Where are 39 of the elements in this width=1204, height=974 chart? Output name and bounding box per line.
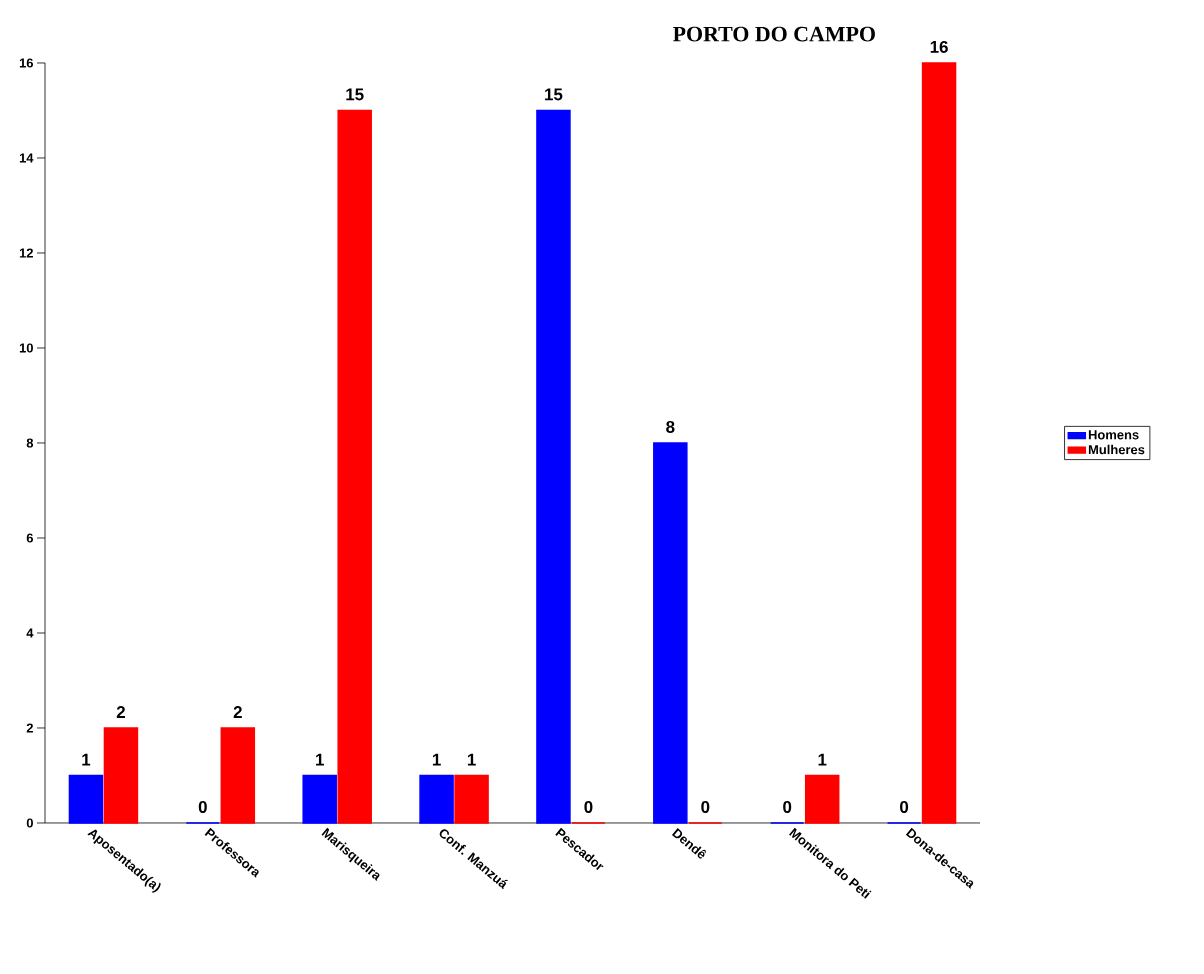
data-label: 1 <box>316 753 324 766</box>
data-label: 0 <box>701 800 710 813</box>
bar <box>337 109 372 824</box>
data-label: 0 <box>900 800 909 813</box>
bar <box>103 727 139 824</box>
y-tick-label: 8 <box>26 438 34 448</box>
data-label: 16 <box>930 40 948 53</box>
legend-label: Mulheres <box>1088 444 1145 455</box>
bar <box>302 774 337 824</box>
y-tick-label: 12 <box>19 248 33 258</box>
data-label: 1 <box>818 753 827 766</box>
data-label: 15 <box>346 88 364 101</box>
legend-label: Homens <box>1088 430 1139 440</box>
y-tick-label: 6 <box>26 533 34 543</box>
data-label: 0 <box>198 800 207 813</box>
y-tick-label: 10 <box>19 343 33 353</box>
y-tick-label: 16 <box>19 58 34 68</box>
data-label: 1 <box>467 753 476 766</box>
data-label: 2 <box>116 706 125 718</box>
data-label: 8 <box>666 420 675 433</box>
bar <box>220 727 256 824</box>
bar <box>68 774 104 824</box>
bar <box>653 442 688 824</box>
bar <box>804 774 840 824</box>
y-tick-label: 4 <box>26 628 34 638</box>
bar <box>536 109 571 824</box>
bar <box>921 62 957 824</box>
y-tick-label: 14 <box>19 153 34 163</box>
data-label: 2 <box>233 706 242 718</box>
data-label: 1 <box>82 753 91 766</box>
bar <box>454 774 489 824</box>
data-label: 15 <box>545 88 563 101</box>
y-tick-label: 0 <box>26 818 33 828</box>
data-label: 1 <box>432 753 441 766</box>
bar <box>419 774 454 824</box>
data-label: 0 <box>584 800 593 813</box>
y-tick-label: 2 <box>26 723 33 733</box>
chart-title: PORTO DO CAMPO <box>672 26 875 42</box>
data-label: 0 <box>783 800 792 813</box>
